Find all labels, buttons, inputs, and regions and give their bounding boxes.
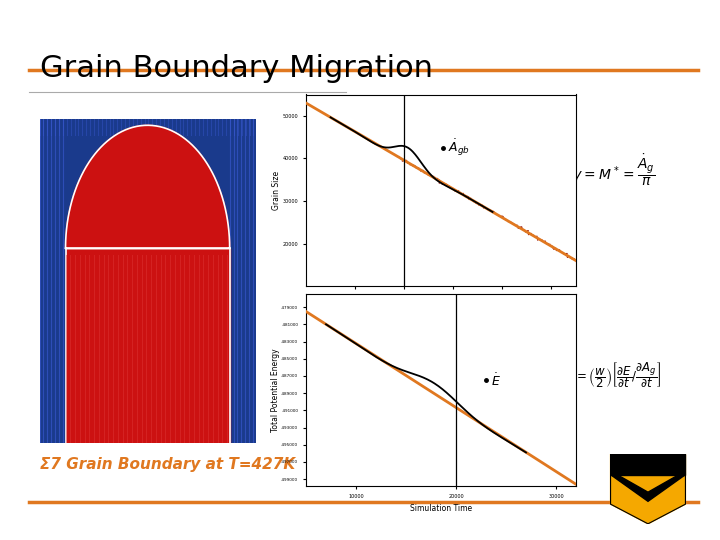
Y-axis label: Total Potential Energy: Total Potential Energy	[271, 348, 280, 432]
Text: Σ7 Grain Boundary at T=427K: Σ7 Grain Boundary at T=427K	[40, 457, 295, 472]
Bar	[66, 248, 230, 443]
Text: $\dot{A}_{gb}$: $\dot{A}_{gb}$	[449, 138, 470, 158]
Text: $\dot{E}$: $\dot{E}$	[491, 373, 501, 389]
Polygon shape	[66, 125, 230, 248]
X-axis label: Time Steps: Time Steps	[420, 305, 462, 313]
Y-axis label: Grain Size: Grain Size	[272, 171, 282, 210]
X-axis label: Simulation Time: Simulation Time	[410, 504, 472, 513]
Polygon shape	[611, 454, 685, 475]
Polygon shape	[611, 475, 685, 501]
Text: $M\gamma = M^* = \dfrac{\dot{A}_g}{\pi}$: $M\gamma = M^* = \dfrac{\dot{A}_g}{\pi}$	[561, 152, 656, 188]
Polygon shape	[611, 454, 685, 524]
Text: Grain Boundary Migration: Grain Boundary Migration	[40, 54, 433, 83]
Text: $\gamma_{gb} = \left(\dfrac{w}{2}\right)\left[\dfrac{\partial E}{\partial t} / \: $\gamma_{gb} = \left(\dfrac{w}{2}\right)…	[556, 360, 661, 390]
